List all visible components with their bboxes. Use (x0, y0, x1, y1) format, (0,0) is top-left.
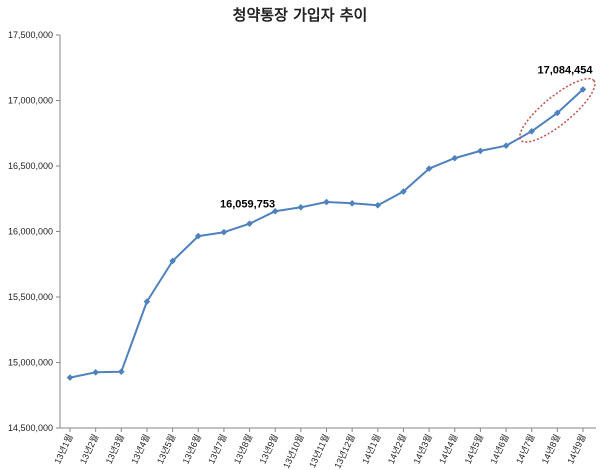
y-tick-label: 15,500,000 (8, 292, 53, 302)
data-point (477, 147, 484, 155)
x-tick-label: 13년4월 (128, 432, 151, 465)
x-tick-label: 13년12월 (332, 432, 357, 470)
data-label: 17,084,454 (537, 64, 593, 76)
x-tick-label: 13년1월 (51, 432, 74, 465)
data-point (502, 142, 510, 149)
series-line (69, 88, 584, 379)
data-point (554, 109, 561, 117)
annotation-layer: 16,059,753 17,084,454 (220, 64, 596, 211)
x-tick-label: 14년4월 (436, 432, 459, 465)
y-tick-label: 15,000,000 (8, 358, 53, 368)
x-tick-label: 13년6월 (180, 432, 203, 465)
series-layer (66, 86, 587, 381)
x-axis: 13년1월 13년2월 13년3월 13년4월 13년5월 13년6월 13년7월 13년8월… (51, 427, 596, 470)
x-tick-label: 14년2월 (385, 432, 408, 465)
data-point (425, 165, 433, 172)
data-point (246, 220, 253, 227)
chart-title: 청약통장 가입자 추이 (233, 6, 368, 24)
data-point (220, 228, 228, 236)
y-axis: 14,500,000 15,000,000 15,500,000 16,000,000… (8, 30, 61, 433)
data-point (194, 232, 202, 240)
data-point (528, 127, 535, 135)
data-point (579, 86, 587, 93)
x-tick-label: 13년8월 (231, 432, 254, 465)
x-tick-label: 13년9월 (257, 432, 280, 465)
data-point (323, 198, 330, 206)
x-tick-label: 13년7월 (205, 432, 228, 465)
y-tick-label: 14,500,000 (8, 423, 53, 433)
data-point (118, 368, 125, 375)
data-point (297, 203, 305, 211)
x-tick-label: 14년1월 (359, 432, 382, 465)
x-tick-label: 13년3월 (103, 432, 126, 465)
data-label: 16,059,753 (220, 199, 275, 211)
x-tick-label: 14년9월 (564, 432, 587, 465)
data-point (400, 188, 407, 195)
data-point (348, 200, 356, 207)
data-point (66, 374, 74, 381)
y-tick-label: 17,500,000 (8, 30, 53, 40)
y-tick-label: 16,000,000 (8, 227, 53, 237)
x-tick-label: 13년5월 (154, 432, 177, 465)
x-tick-label: 13년11월 (306, 432, 331, 469)
highlight-ellipse (519, 77, 596, 143)
data-point (143, 298, 151, 305)
y-tick-label: 16,500,000 (8, 161, 53, 171)
data-point (169, 257, 176, 265)
x-tick-label: 14년6월 (488, 432, 511, 465)
y-tick-label: 17,000,000 (8, 96, 53, 106)
data-point (271, 207, 279, 215)
x-tick-label: 13년2월 (77, 432, 100, 465)
data-point (374, 202, 382, 209)
x-tick-label: 14년8월 (539, 432, 562, 465)
x-tick-label: 14년7월 (513, 432, 536, 465)
x-tick-label: 13년10월 (280, 432, 305, 470)
x-tick-label: 14년5월 (462, 432, 485, 465)
x-tick-label: 14년3월 (411, 432, 434, 465)
data-point (451, 154, 459, 162)
data-point (92, 369, 99, 376)
